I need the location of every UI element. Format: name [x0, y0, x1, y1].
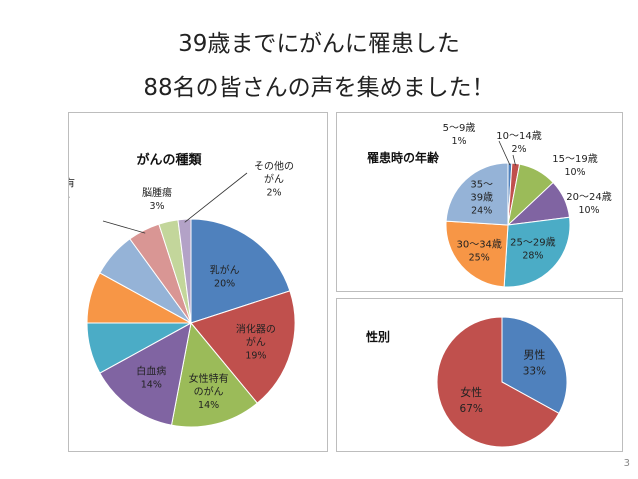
onset-age-leader-line-0 [498, 140, 511, 166]
onset-age-chart-panel: 罹患時の年齢 5～9歳 1% 10～14歳 2% 15～19歳 10% 20～24歳 10% 25… [336, 112, 623, 292]
cancer-type-slice-0 [190, 218, 291, 324]
slide-title-line1: 39歳までにがんに罹患した [178, 31, 460, 57]
gender-chart-title: 性別 [365, 329, 390, 344]
onset-age-leader-line-1 [512, 154, 516, 166]
onset-age-slice-4 [503, 216, 571, 288]
cancer-type-slice-1 [190, 290, 296, 404]
gender-slice-1 [436, 316, 560, 448]
onset-age-slice-label-5: 30～34歳 25% [456, 238, 501, 263]
onset-age-slice-label-0: 5～9歳 1% [443, 122, 476, 147]
slide-title-line2: 88名の皆さんの声を集めました！ [143, 75, 495, 101]
cancer-type-pie-chart: がんの種類乳がん20%消化器のがん19%女性特有のがん14%白血病14%頭頚部の… [69, 152, 296, 428]
gender-slice-label-0: 男性 33% [523, 348, 546, 378]
onset-age-slice-6 [445, 162, 509, 226]
gender-slice-0 [501, 316, 568, 414]
cancer-type-slice-label-0: 乳がん 20% [210, 264, 240, 290]
cancer-type-leader-line-9 [184, 172, 248, 223]
onset-age-slice-label-6: 35～ 39歳 24% [470, 180, 493, 217]
cancer-type-slice-label-8: 脳腫瘍 3% [142, 186, 172, 212]
cancer-type-slice-9 [177, 218, 192, 324]
cancer-type-chart-panel: がんの種類乳がん20%消化器のがん19%女性特有のがん14%白血病14%頭頚部の… [68, 112, 328, 452]
cancer-type-slice-label-7: 男性特有のがん5% [69, 177, 75, 216]
onset-age-slice-label-2: 15～19歳 10% [552, 153, 597, 178]
cancer-type-chart-title: がんの種類 [136, 152, 202, 168]
cancer-type-slice-label-2: 女性特有のがん 14% [189, 372, 229, 411]
cancer-type-leader-line-7 [102, 220, 146, 234]
onset-age-slice-5 [445, 220, 509, 288]
gender-slice-label-1: 女性 67% [460, 385, 483, 415]
onset-age-slice-label-3: 20～24歳 10% [566, 191, 611, 216]
cancer-type-slice-label-3: 白血病 14% [136, 365, 166, 391]
onset-age-slice-label-4: 25～29歳 28% [510, 236, 555, 261]
cancer-type-slice-label-1: 消化器のがん 19% [236, 322, 276, 361]
cancer-type-slice-2 [170, 321, 258, 428]
onset-age-slice-label-1: 10～14歳 2% [496, 130, 541, 155]
gender-chart-panel: 性別男性 33% 女性 67% [336, 298, 623, 452]
page-number: 3 [623, 458, 630, 469]
onset-age-chart-title: 罹患時の年齢 [367, 150, 440, 165]
cancer-type-slice-3 [99, 322, 192, 426]
cancer-type-slice-label-9: その他のがん 2% [254, 160, 294, 199]
